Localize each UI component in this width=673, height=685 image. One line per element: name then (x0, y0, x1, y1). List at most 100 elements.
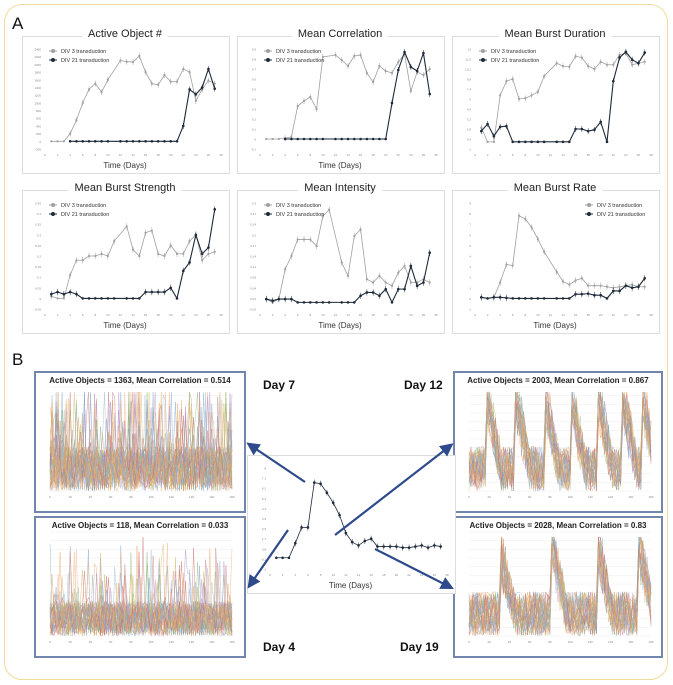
data-point (599, 120, 603, 124)
data-point (530, 297, 533, 300)
data-point (499, 281, 502, 284)
data-point (624, 50, 628, 54)
x-tick-label: 80 (129, 640, 133, 644)
data-point (643, 60, 646, 63)
data-point (163, 254, 166, 258)
data-point (56, 290, 59, 294)
data-point (359, 294, 362, 298)
x-tick-label: 8 (94, 313, 96, 317)
data-point (630, 286, 634, 290)
data-point (75, 259, 78, 262)
data-point (144, 140, 147, 143)
y-tick-label: -1 (468, 308, 471, 312)
data-point (112, 297, 116, 300)
x-tick-label: 2 (57, 313, 59, 317)
x-tick-label: 26 (207, 313, 211, 317)
data-point (561, 280, 565, 283)
data-point (643, 51, 647, 54)
data-point (580, 277, 583, 280)
data-point (511, 140, 515, 144)
data-point (574, 55, 577, 58)
data-point (277, 137, 280, 141)
data-point (207, 246, 210, 249)
y-tick-label: 0.4 (37, 212, 42, 216)
data-point (138, 254, 141, 258)
data-point (296, 104, 299, 108)
trace-line (49, 392, 233, 491)
data-point (492, 140, 495, 143)
y-tick-label: 0 (469, 297, 471, 301)
x-tick-label: 60 (109, 495, 113, 499)
data-point (428, 92, 432, 96)
x-tick-label: 160 (209, 495, 214, 499)
trace-title-day12: Active Objects = 2003, Mean Correlation … (467, 376, 649, 385)
x-tick-label: 6 (307, 573, 309, 577)
trace-line (49, 392, 233, 489)
data-point (372, 281, 375, 284)
data-point (568, 283, 571, 286)
figure-frame (4, 4, 668, 680)
data-point (150, 140, 154, 143)
data-point (264, 297, 268, 301)
x-tick-label: 20 (488, 495, 492, 499)
data-point (302, 137, 306, 141)
data-point (428, 251, 432, 254)
data-point (308, 137, 312, 141)
data-point (188, 261, 191, 264)
y-tick-label: 200 (36, 132, 41, 136)
y-tick-label: 0.15 (35, 265, 41, 269)
data-point (144, 231, 147, 234)
data-point (637, 285, 640, 289)
y-tick-label: 0.8 (262, 547, 267, 551)
data-point (131, 297, 135, 300)
x-tick-label: 10 (106, 153, 110, 157)
x-tick-label: 0 (259, 313, 261, 317)
x-tick-label: 20 (384, 313, 388, 317)
data-point (75, 119, 78, 122)
legend-label: DIV 21 transduction (61, 58, 109, 64)
data-point (523, 140, 527, 144)
data-point (555, 62, 558, 65)
data-point (106, 254, 109, 258)
data-point (100, 252, 103, 255)
x-tick-label: 26 (433, 573, 437, 577)
x-tick-label: 26 (422, 153, 426, 157)
data-point (517, 214, 521, 217)
data-point (346, 64, 350, 68)
x-tick-label: 16 (359, 153, 363, 157)
legend-label: DIV 21 transduction (276, 212, 324, 218)
data-point (281, 556, 284, 560)
data-point (505, 263, 508, 266)
y-tick-label: 0.35 (35, 223, 41, 227)
data-point (265, 137, 268, 141)
data-point (643, 276, 647, 280)
data-point (605, 63, 609, 66)
data-point (587, 65, 590, 68)
data-point (428, 67, 431, 71)
x-tick-label: 4 (294, 573, 296, 577)
data-point (618, 289, 621, 293)
day-label-7: Day 7 (263, 378, 296, 392)
x-tick-label: 12 (549, 153, 553, 157)
data-point (555, 140, 559, 144)
x-tick-label: 12 (119, 153, 123, 157)
trace-plot: 0 20 40 60 80 100 120 140 160 180 (468, 531, 654, 644)
data-point (106, 297, 110, 300)
x-tick-label: 180 (648, 640, 653, 644)
data-point (499, 94, 502, 97)
data-point (296, 301, 300, 304)
day-label-12: Day 12 (404, 378, 443, 392)
data-point (433, 544, 436, 547)
trace-line (49, 548, 233, 637)
y-tick-label: -0.1 (251, 148, 257, 152)
data-point (409, 65, 413, 69)
x-tick-label: 8 (524, 153, 526, 157)
y-tick-label: 4.6 (467, 108, 472, 112)
data-point (422, 281, 425, 284)
y-tick-label: 2 (469, 276, 471, 280)
data-point (290, 297, 293, 301)
data-point (605, 297, 609, 300)
y-tick-label: 0.11 (250, 265, 256, 269)
data-point (315, 244, 318, 248)
x-tick-label: 18 (156, 313, 160, 317)
